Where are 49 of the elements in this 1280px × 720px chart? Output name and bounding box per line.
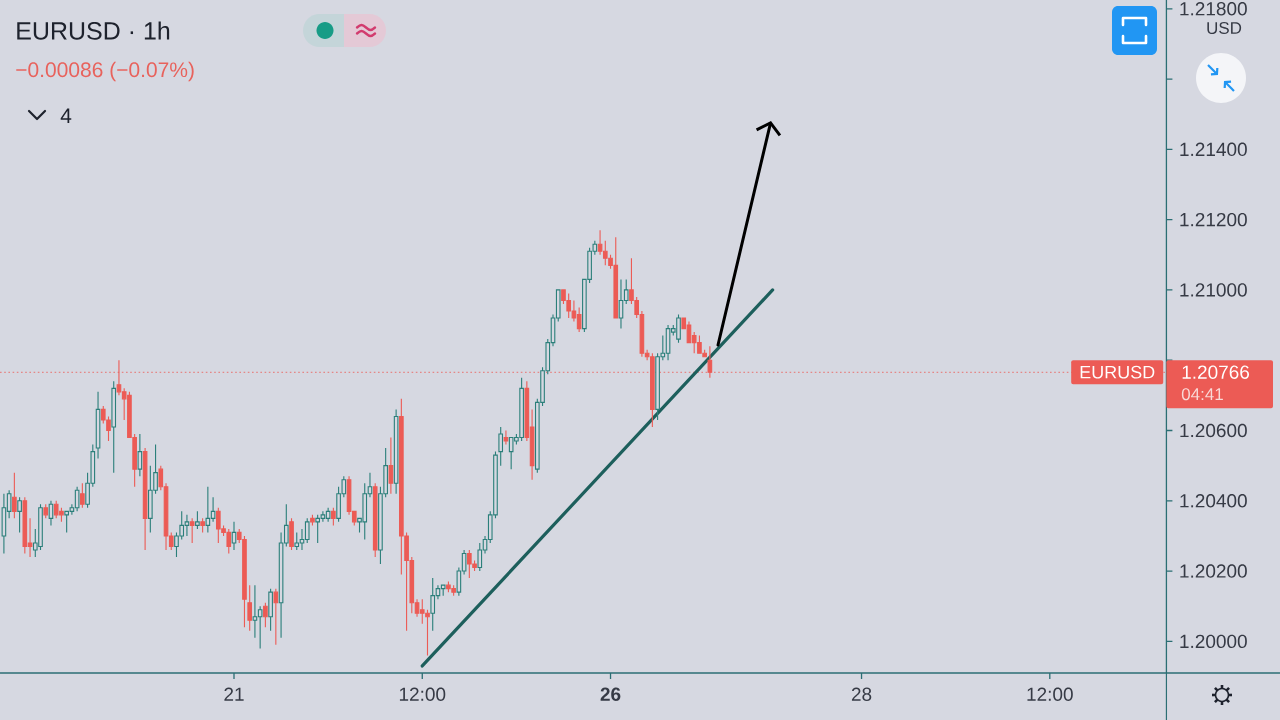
candlestick <box>388 436 394 495</box>
candlestick <box>430 577 436 632</box>
y-tick-label: 1.21400 <box>1180 142 1247 157</box>
candlestick <box>503 429 509 446</box>
candlestick <box>48 500 54 526</box>
candlestick <box>111 380 117 474</box>
text: EURUSD · 1h <box>17 21 170 40</box>
candlestick <box>17 496 22 533</box>
ref-line-label: EURUSD <box>1080 365 1155 379</box>
candlestick <box>142 447 148 551</box>
y-tick-label: 1.20000 <box>1180 634 1247 649</box>
candlestick <box>43 503 49 519</box>
candlestick <box>95 391 101 460</box>
text: 04:41 <box>1181 388 1223 401</box>
candlestick <box>498 426 504 467</box>
candlestick <box>137 433 143 477</box>
candlestick <box>331 507 336 526</box>
candlestick <box>310 514 315 526</box>
candlestick <box>189 517 195 544</box>
x-tick-label: 21 <box>224 687 244 701</box>
candlestick <box>372 482 378 558</box>
text: 1.20766 <box>1182 365 1250 379</box>
candlestick <box>268 588 273 632</box>
candlestick <box>247 584 253 632</box>
candlestick <box>273 588 279 646</box>
y-tick-label: 1.21000 <box>1180 283 1247 297</box>
candlestick <box>22 496 28 555</box>
candlestick <box>440 584 446 597</box>
candlestick <box>80 482 85 509</box>
candlestick <box>393 408 399 495</box>
annotation: 4 <box>60 108 72 123</box>
y-tick-label: 1.20200 <box>1180 564 1247 578</box>
x-tick-label: 12:00 <box>399 687 446 701</box>
candlestick <box>195 510 200 530</box>
text: −0.00086 (−0.07%) <box>16 61 194 82</box>
candlestick <box>289 517 294 551</box>
candlestick <box>263 602 268 628</box>
y-tick-label: 1.20400 <box>1180 494 1247 508</box>
x-tick-label: 26 <box>600 687 621 701</box>
y-tick-label: 1.20600 <box>1180 423 1247 438</box>
y-tick-label: 1.21200 <box>1180 212 1247 227</box>
x-tick-label: 28 <box>851 687 872 701</box>
y-axis-title: USD <box>1207 21 1242 35</box>
x-tick-label: 12:00 <box>1027 687 1073 701</box>
y-tick-label: 1.21800 <box>1180 2 1247 16</box>
candlestick <box>12 472 17 519</box>
candlestick <box>231 521 237 551</box>
candlestick <box>294 531 300 551</box>
candlestick <box>200 517 205 533</box>
